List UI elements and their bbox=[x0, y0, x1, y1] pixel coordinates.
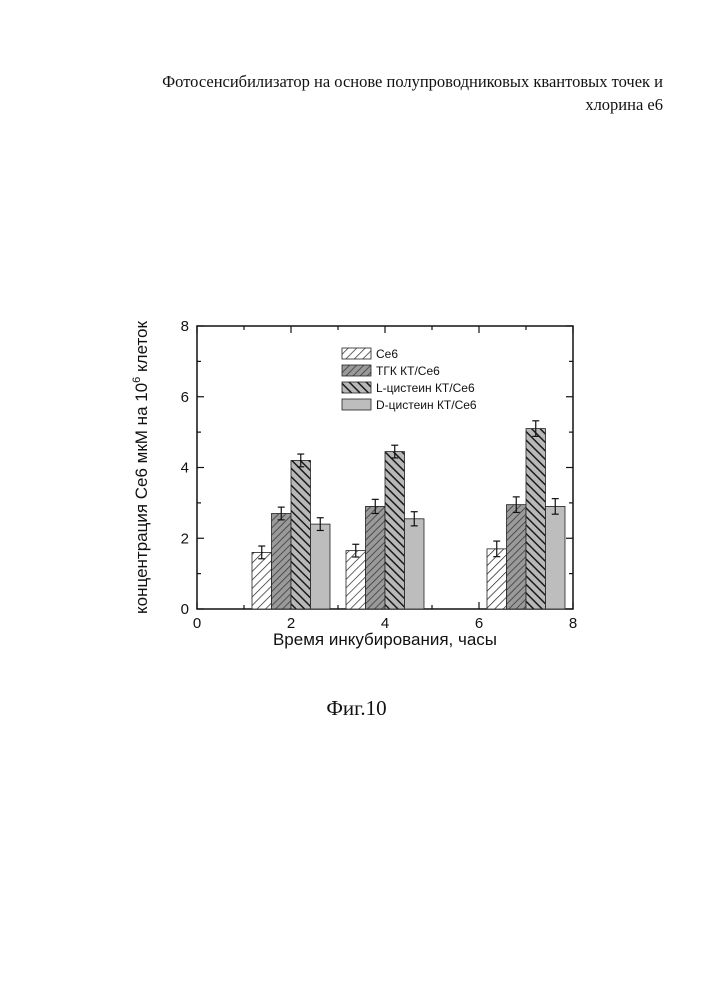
x-tick-label: 0 bbox=[193, 615, 201, 632]
bar bbox=[526, 429, 546, 609]
legend-swatch bbox=[342, 399, 371, 410]
bar bbox=[311, 524, 331, 609]
legend-label: Се6 bbox=[376, 347, 398, 361]
bar bbox=[272, 513, 292, 609]
y-tick-label: 4 bbox=[181, 460, 189, 477]
bar bbox=[366, 506, 386, 609]
x-tick-label: 8 bbox=[569, 615, 577, 632]
y-axis-label: концентрация Се6 мкМ на 106 клеток bbox=[131, 320, 151, 613]
y-tick-label: 2 bbox=[181, 530, 189, 547]
bar bbox=[487, 549, 507, 609]
y-tick-label: 0 bbox=[181, 601, 189, 618]
legend-swatch bbox=[342, 365, 371, 376]
legend-swatch bbox=[342, 382, 371, 393]
y-tick-label: 6 bbox=[181, 389, 189, 406]
figure-caption: Фиг.10 bbox=[0, 696, 713, 721]
bar bbox=[291, 460, 311, 609]
legend-label: ТГК КТ/Се6 bbox=[376, 364, 440, 378]
legend-swatch bbox=[342, 348, 371, 359]
bar bbox=[252, 552, 272, 609]
bar bbox=[346, 551, 366, 609]
legend-label: D-цистеин КТ/Се6 bbox=[376, 398, 477, 412]
bar bbox=[405, 519, 425, 609]
y-tick-label: 8 bbox=[181, 318, 189, 335]
bar bbox=[385, 452, 405, 609]
bar bbox=[546, 506, 566, 609]
bar bbox=[507, 505, 527, 609]
x-axis-label: Время инкубирования, часы bbox=[273, 630, 497, 649]
legend-label: L-цистеин КТ/Се6 bbox=[376, 381, 475, 395]
